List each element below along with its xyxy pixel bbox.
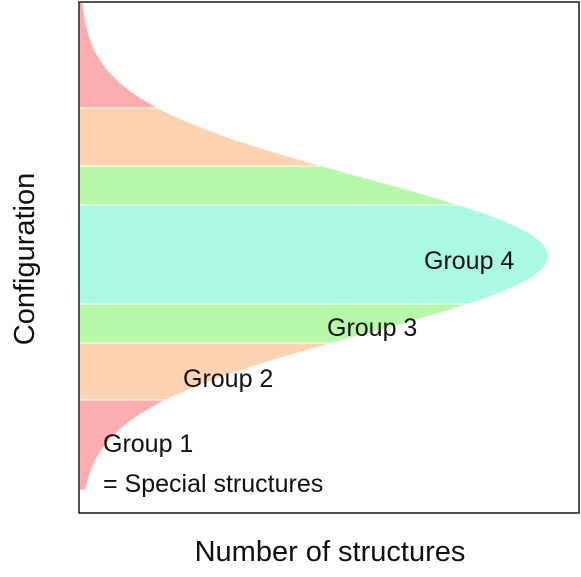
- band-group-1-0: [80, 3, 548, 108]
- band-group-3-2: [80, 166, 548, 205]
- band-group-2-5: [80, 343, 548, 400]
- group-1-note: = Special structures: [103, 470, 323, 498]
- group-2-label: Group 2: [183, 365, 273, 393]
- x-axis-label: Number of structures: [195, 536, 466, 568]
- y-axis-label: Configuration: [9, 173, 41, 346]
- group-3-label: Group 3: [327, 314, 417, 342]
- group-4-label: Group 4: [424, 247, 514, 275]
- band-group-2-1: [80, 108, 548, 166]
- group-1-label: Group 1: [103, 430, 193, 458]
- plot-frame: [78, 1, 580, 514]
- band-group-4-3: [80, 205, 548, 304]
